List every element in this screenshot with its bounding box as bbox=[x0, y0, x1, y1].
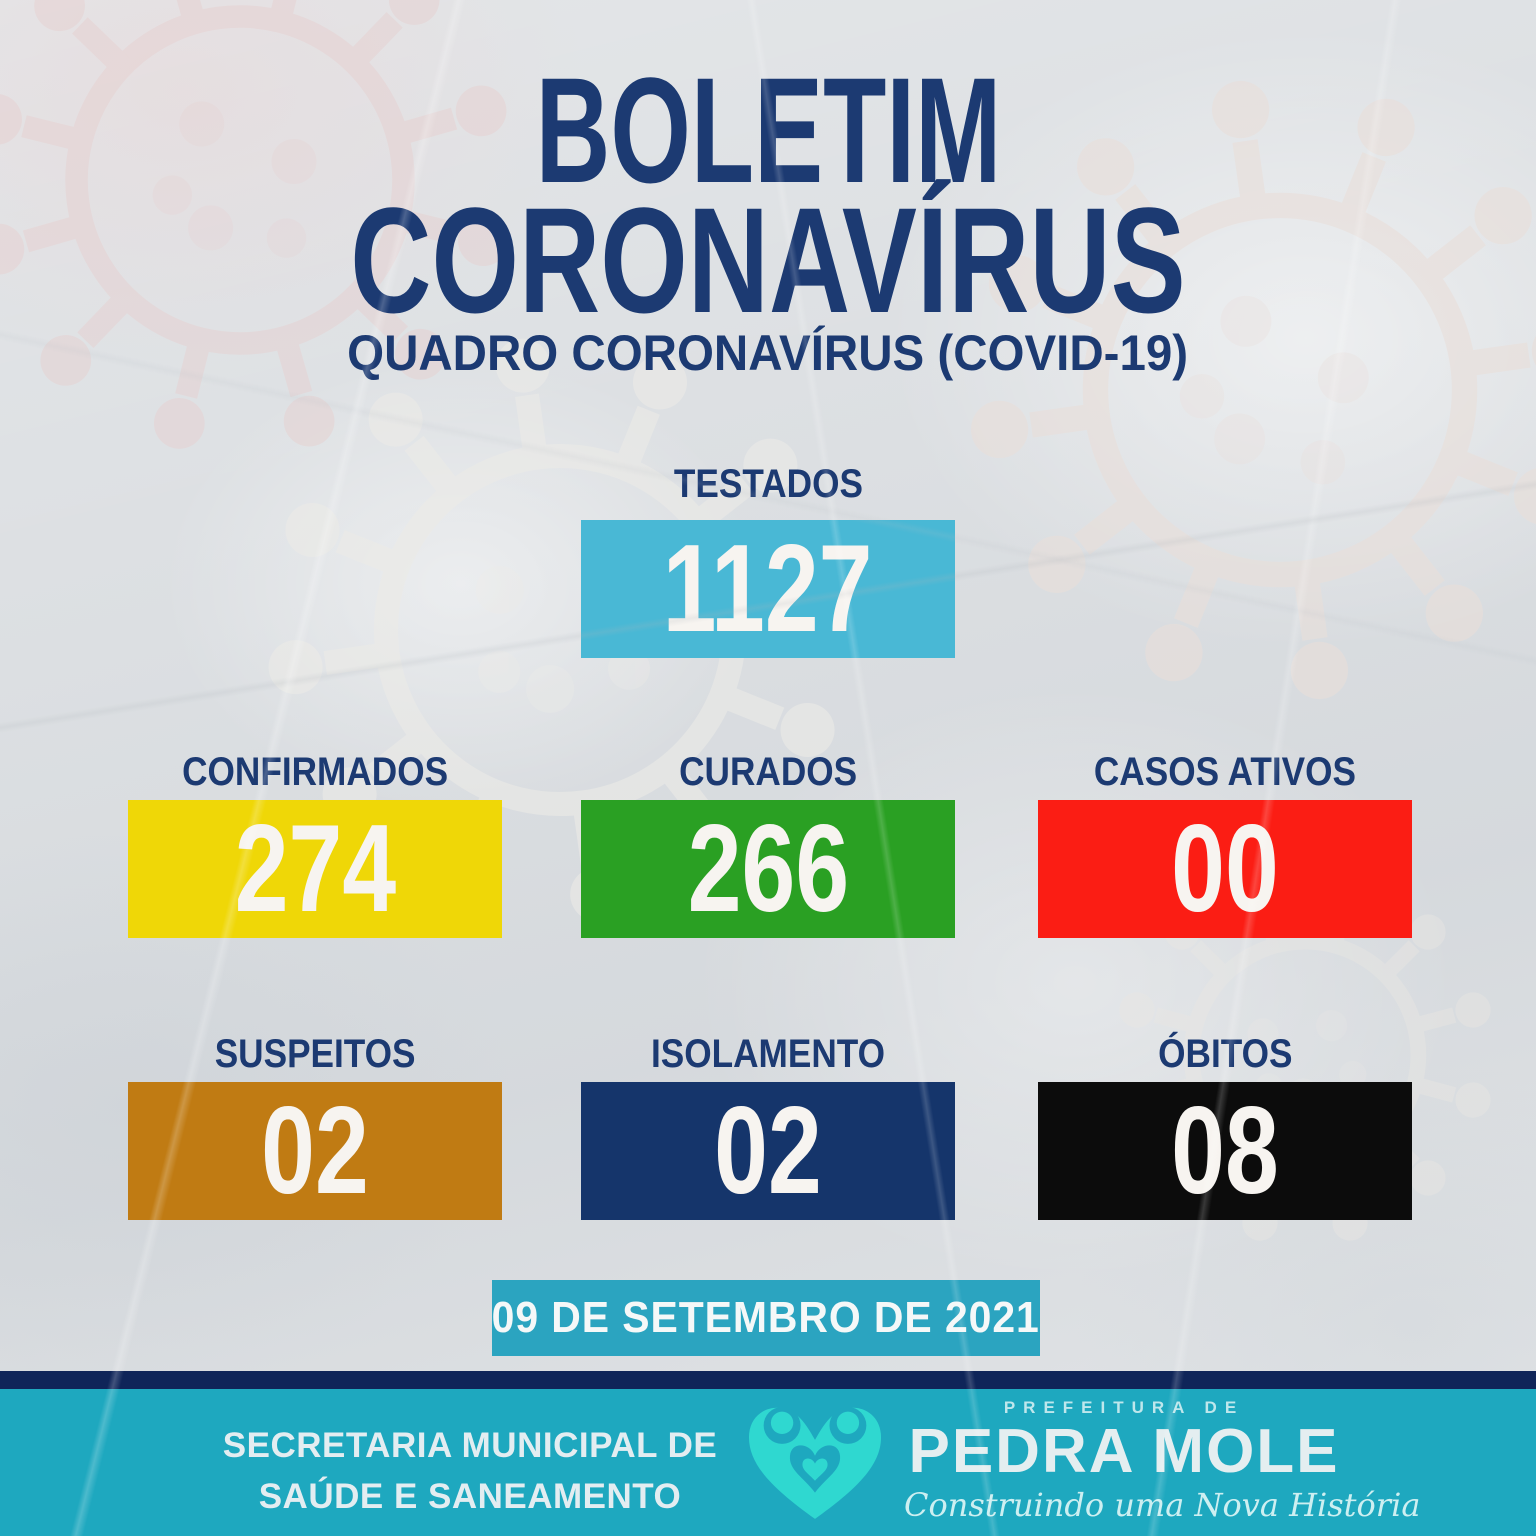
stat-testados: TESTADOS 1127 bbox=[581, 460, 955, 658]
stat-obitos: ÓBITOS 08 bbox=[1038, 1022, 1412, 1220]
city-hall-logo: PREFEITURA DE PEDRA MOLE Construindo uma… bbox=[736, 1392, 1421, 1530]
page-title-line2: CORONAVÍRUS bbox=[350, 176, 1186, 344]
stat-box-curados: 266 bbox=[581, 800, 955, 938]
logo-slogan: Construindo uma Nova História bbox=[904, 1485, 1421, 1524]
stat-label: ISOLAMENTO bbox=[650, 1032, 886, 1076]
stat-suspeitos: SUSPEITOS 02 bbox=[128, 1022, 502, 1220]
logo-text: PREFEITURA DE PEDRA MOLE Construindo uma… bbox=[904, 1397, 1421, 1524]
stat-value: 02 bbox=[261, 1082, 369, 1220]
stat-isolamento: ISOLAMENTO 02 bbox=[581, 1022, 955, 1220]
stat-label: ÓBITOS bbox=[1157, 1032, 1293, 1076]
department-line2: SAÚDE E SANEAMENTO bbox=[258, 1476, 682, 1516]
logo-prefix: PREFEITURA DE bbox=[1003, 1397, 1245, 1417]
stat-label: CURADOS bbox=[679, 750, 857, 794]
footer-stripe bbox=[0, 1371, 1536, 1389]
date-text: 09 DE SETEMBRO DE 2021 bbox=[491, 1293, 1041, 1342]
stat-label: TESTADOS bbox=[673, 462, 863, 506]
stat-box-confirmados: 274 bbox=[128, 800, 502, 938]
stat-curados: CURADOS 266 bbox=[581, 740, 955, 938]
stat-box-isolamento: 02 bbox=[581, 1082, 955, 1220]
stat-confirmados: CONFIRMADOS 274 bbox=[128, 740, 502, 938]
stat-box-suspeitos: 02 bbox=[128, 1082, 502, 1220]
stat-value: 266 bbox=[687, 800, 849, 938]
page-subtitle: QUADRO CORONAVÍRUS (COVID-19) bbox=[347, 325, 1189, 381]
department-name: SECRETARIA MUNICIPAL DE SAÚDE E SANEAMEN… bbox=[160, 1421, 780, 1523]
stat-label: CONFIRMADOS bbox=[182, 750, 448, 794]
stat-casos-ativos: CASOS ATIVOS 00 bbox=[1038, 740, 1412, 938]
stat-value: 00 bbox=[1171, 800, 1279, 938]
stat-value: 02 bbox=[714, 1082, 822, 1220]
stat-box-testados: 1127 bbox=[581, 520, 955, 658]
logo-city-name: PEDRA MOLE bbox=[908, 1416, 1340, 1486]
stat-box-casos-ativos: 00 bbox=[1038, 800, 1412, 938]
department-line1: SECRETARIA MUNICIPAL DE bbox=[222, 1426, 718, 1465]
stat-box-obitos: 08 bbox=[1038, 1082, 1412, 1220]
stat-value: 08 bbox=[1171, 1082, 1279, 1220]
date-banner: 09 DE SETEMBRO DE 2021 bbox=[492, 1280, 1040, 1356]
stat-label: CASOS ATIVOS bbox=[1093, 750, 1357, 794]
stat-value: 1127 bbox=[663, 520, 873, 658]
stat-value: 274 bbox=[234, 800, 396, 938]
people-heart-icon bbox=[748, 1407, 882, 1519]
stat-label: SUSPEITOS bbox=[214, 1032, 416, 1076]
